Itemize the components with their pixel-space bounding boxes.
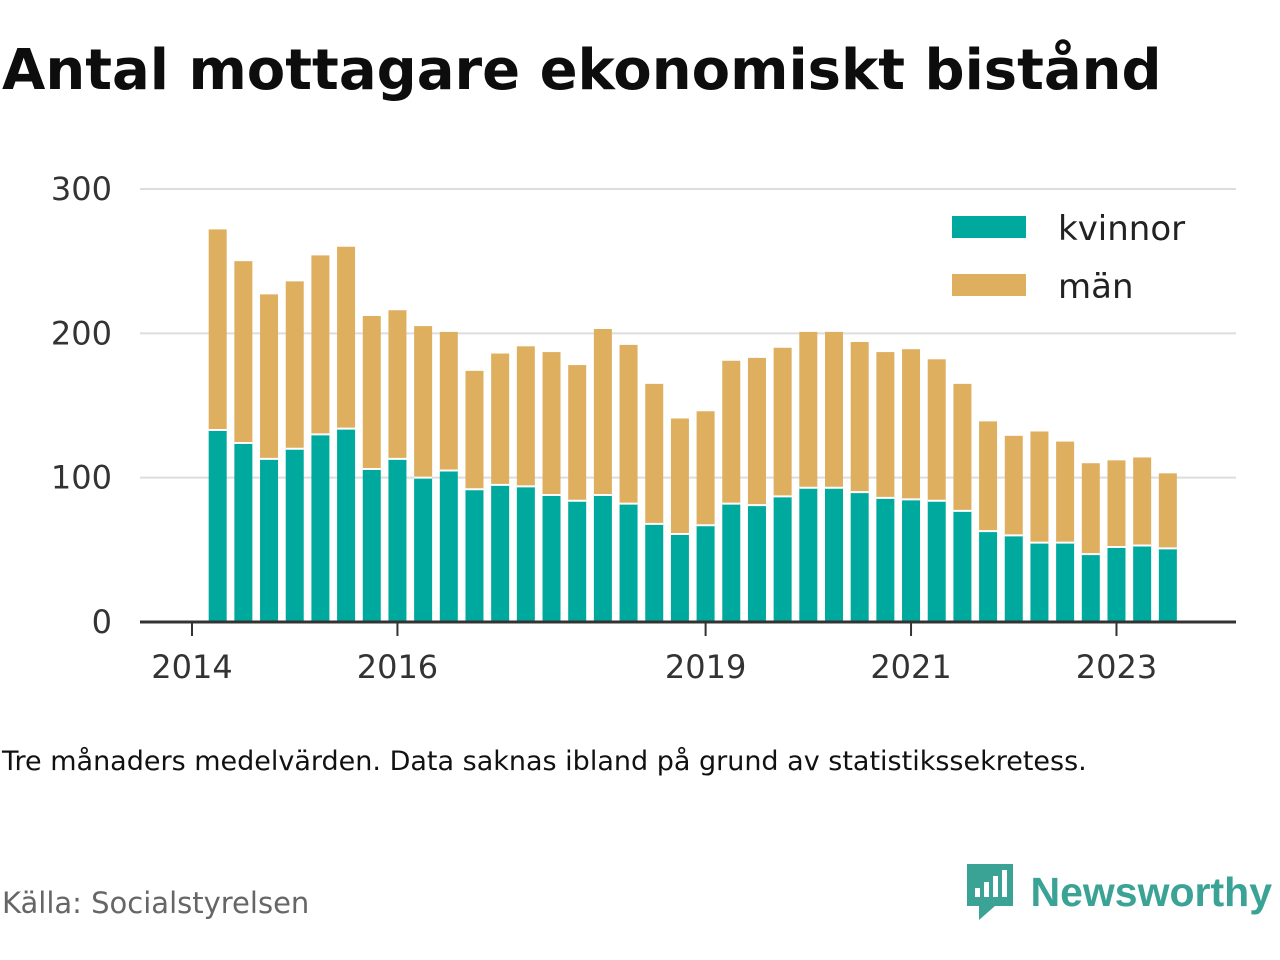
x-tick-label-2019: 2019 [665,648,746,686]
bar-kvinnor-2014-07 [234,443,253,622]
bar-man-2016-10 [465,370,484,490]
bar-kvinnor-2023-07 [1158,548,1177,622]
x-tick-label-2021: 2021 [870,648,951,686]
bar-man-2018-07 [645,383,664,524]
bar-man-2015-01 [285,281,304,449]
bar-kvinnor-2018-07 [645,523,664,622]
bar-man-2022-04 [1030,431,1049,543]
bar-kvinnor-2019-07 [747,505,766,622]
legend-label-man: män [1058,267,1134,307]
y-tick-label-300: 300 [51,170,112,208]
bar-man-2019-07 [747,357,766,506]
bar-kvinnor-2019-04 [722,503,741,622]
legend-swatch-man [952,274,1026,296]
bar-kvinnor-2017-10 [568,500,587,622]
brand-logo: Newsworthy [965,862,1273,922]
bar-kvinnor-2015-04 [311,434,330,622]
y-tick-label-0: 0 [92,603,112,641]
bar-man-2014-07 [234,261,253,444]
bar-man-2021-10 [979,421,998,532]
chart-note: Tre månaders medelvärden. Data saknas ib… [2,746,1087,777]
bar-man-2019-10 [773,347,792,497]
bar-kvinnor-2023-01 [1107,546,1126,622]
y-tick-label-100: 100 [51,459,112,497]
bar-kvinnor-2017-01 [491,484,510,622]
chart-title: Antal mottagare ekonomiskt bistånd [2,38,1162,103]
brand-name: Newsworthy [1030,868,1273,915]
bar-kvinnor-2016-04 [414,477,433,622]
bar-man-2016-04 [414,326,433,478]
bar-man-2014-10 [260,294,279,459]
bar-kvinnor-2022-07 [1056,542,1075,622]
bar-kvinnor-2015-07 [337,428,356,622]
bar-kvinnor-2016-07 [439,470,458,622]
bar-man-2019-01 [696,411,715,526]
bar-kvinnor-2022-10 [1081,554,1100,622]
bar-kvinnor-2018-10 [670,533,689,622]
bar-kvinnor-2022-01 [1004,535,1023,622]
bar-man-2023-04 [1133,457,1152,546]
bar-kvinnor-2018-04 [619,503,638,622]
bar-kvinnor-2020-07 [850,492,869,622]
axes: 0 100 200 300 2014 2016 2019 2021 2023 [51,170,1236,686]
bar-man-2018-01 [593,329,612,495]
y-tick-label-200: 200 [51,314,112,352]
bar-kvinnor-2020-10 [876,497,895,622]
bar-kvinnor-2022-04 [1030,542,1049,622]
bar-kvinnor-2021-04 [927,500,946,622]
bar-man-2015-10 [362,316,381,470]
bar-man-2020-01 [799,331,818,488]
bar-man-2015-07 [337,246,356,429]
bar-man-2018-04 [619,344,638,504]
bar-kvinnor-2021-10 [979,531,998,622]
bar-man-2020-10 [876,352,895,498]
newsworthy-logo-icon [966,864,1013,920]
bar-kvinnor-2015-01 [285,448,304,622]
bar-man-2019-04 [722,360,741,504]
bar-man-2016-07 [439,331,458,471]
bar-man-2021-07 [953,383,972,511]
bar-man-2023-07 [1158,473,1177,549]
bar-kvinnor-2023-04 [1133,545,1152,622]
bar-kvinnor-2021-01 [902,499,921,622]
bar-man-2021-04 [927,359,946,501]
x-tick-label-2016: 2016 [357,648,438,686]
bar-man-2017-10 [568,365,587,501]
bar-man-2015-04 [311,255,330,435]
bar-man-2017-01 [491,353,510,485]
bar-kvinnor-2018-01 [593,494,612,622]
bar-kvinnor-2021-07 [953,510,972,622]
legend-label-kvinnor: kvinnor [1058,209,1185,249]
bar-man-2021-01 [902,349,921,500]
bars [208,229,1177,622]
stacked-bar-chart: 0 100 200 300 2014 2016 2019 2021 2023 kvinnor m… [51,170,1236,686]
bar-man-2017-07 [542,352,561,495]
bar-kvinnor-2019-01 [696,525,715,622]
source-credit: Källa: Socialstyrelsen [2,886,310,920]
bar-kvinnor-2017-07 [542,494,561,622]
bar-man-2023-01 [1107,460,1126,547]
bar-kvinnor-2020-04 [825,487,843,622]
bar-kvinnor-2016-10 [465,489,484,622]
bar-kvinnor-2020-01 [799,487,818,622]
bar-man-2020-04 [825,331,843,488]
bar-kvinnor-2016-01 [388,458,407,622]
x-tick-label-2023: 2023 [1076,648,1157,686]
bar-man-2016-01 [388,310,407,459]
bar-man-2014-04 [208,229,227,431]
bar-man-2022-10 [1081,463,1100,555]
bar-kvinnor-2015-10 [362,469,381,622]
legend: kvinnor män [952,209,1185,307]
bar-kvinnor-2017-04 [516,486,535,622]
bar-man-2020-07 [850,341,869,493]
bar-man-2017-04 [516,346,535,487]
x-tick-label-2014: 2014 [151,648,232,686]
bar-kvinnor-2019-10 [773,496,792,622]
bar-man-2022-07 [1056,441,1075,543]
bar-kvinnor-2014-04 [208,430,227,622]
bar-kvinnor-2014-10 [260,458,279,622]
bar-man-2018-10 [670,418,689,534]
bar-man-2022-01 [1004,435,1023,536]
legend-swatch-kvinnor [952,216,1026,238]
